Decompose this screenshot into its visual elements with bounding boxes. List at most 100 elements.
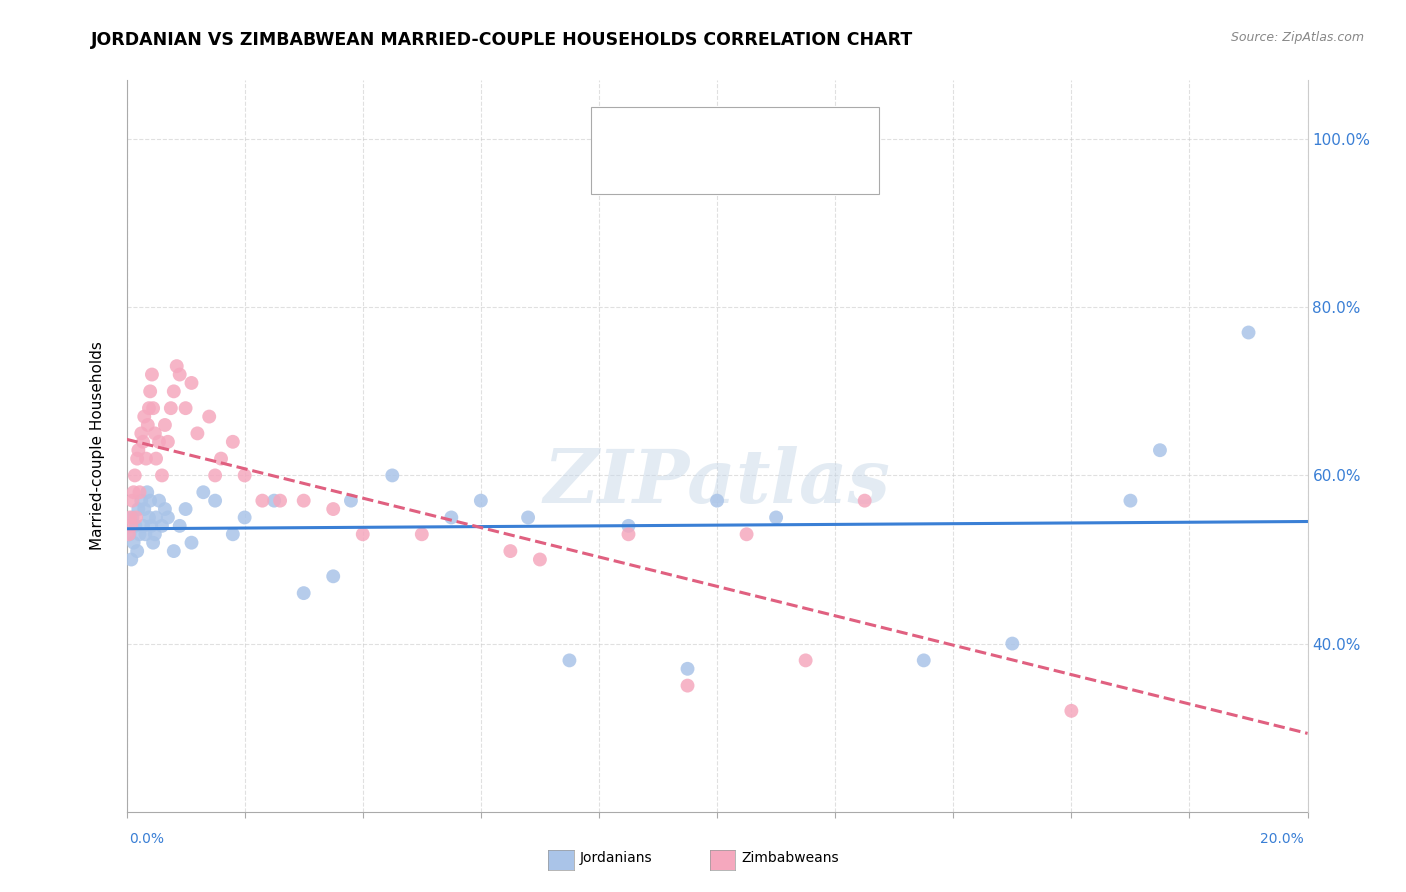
Point xyxy=(352,527,374,541)
Point xyxy=(128,485,150,500)
Point xyxy=(124,468,146,483)
Point xyxy=(135,451,157,466)
Text: 0.145: 0.145 xyxy=(675,120,718,135)
Point xyxy=(169,519,191,533)
Point xyxy=(148,493,170,508)
Point xyxy=(186,426,208,441)
Point xyxy=(209,451,232,466)
Point xyxy=(198,409,221,424)
Point xyxy=(1060,704,1083,718)
Point xyxy=(136,485,159,500)
Text: 0.0%: 0.0% xyxy=(129,832,165,846)
Text: N =: N = xyxy=(733,120,766,135)
Point xyxy=(128,527,150,541)
Point xyxy=(269,493,291,508)
Point xyxy=(411,527,433,541)
Point xyxy=(1237,326,1260,340)
Point xyxy=(139,493,162,508)
Text: JORDANIAN VS ZIMBABWEAN MARRIED-COUPLE HOUSEHOLDS CORRELATION CHART: JORDANIAN VS ZIMBABWEAN MARRIED-COUPLE H… xyxy=(91,31,914,49)
Point xyxy=(129,426,153,441)
Point xyxy=(263,493,285,508)
Point xyxy=(129,493,153,508)
Point xyxy=(174,502,197,516)
Text: N =: N = xyxy=(733,156,766,170)
Point xyxy=(252,493,274,508)
Point xyxy=(340,493,363,508)
Point xyxy=(174,401,197,416)
Point xyxy=(617,527,640,541)
Point xyxy=(912,653,935,667)
Point xyxy=(122,485,145,500)
Point xyxy=(499,544,522,558)
Point xyxy=(118,527,141,541)
Point xyxy=(141,368,163,382)
Text: 49: 49 xyxy=(763,119,787,136)
Point xyxy=(222,434,245,449)
Point xyxy=(139,384,162,399)
Point xyxy=(145,451,167,466)
Point xyxy=(440,510,463,524)
Point xyxy=(134,409,156,424)
Point xyxy=(160,401,183,416)
Point xyxy=(150,519,173,533)
Point xyxy=(1119,493,1142,508)
Point xyxy=(145,510,167,524)
Point xyxy=(204,468,226,483)
Text: 51: 51 xyxy=(763,154,786,172)
Point xyxy=(676,662,699,676)
Point xyxy=(127,544,149,558)
Text: Zimbabweans: Zimbabweans xyxy=(741,851,838,865)
Point xyxy=(180,535,202,549)
Point xyxy=(150,468,173,483)
Point xyxy=(1001,636,1024,650)
Point xyxy=(617,519,640,533)
Point xyxy=(180,376,202,390)
Point xyxy=(153,502,176,516)
Point xyxy=(381,468,404,483)
Point xyxy=(322,569,344,583)
Point xyxy=(148,434,170,449)
Point xyxy=(118,527,141,541)
Y-axis label: Married-couple Households: Married-couple Households xyxy=(90,342,105,550)
Point xyxy=(120,552,142,566)
Point xyxy=(122,535,145,549)
Point xyxy=(132,519,155,533)
Point xyxy=(143,426,166,441)
Point xyxy=(794,653,817,667)
Point xyxy=(163,544,186,558)
Text: 20.0%: 20.0% xyxy=(1260,832,1303,846)
Text: R =: R = xyxy=(644,120,678,135)
Point xyxy=(124,519,146,533)
Text: ZIPatlas: ZIPatlas xyxy=(544,446,890,519)
Point xyxy=(134,527,156,541)
Point xyxy=(156,510,179,524)
Point xyxy=(156,434,179,449)
Point xyxy=(1149,443,1171,458)
Text: 0.082: 0.082 xyxy=(675,156,718,170)
Point xyxy=(169,368,191,382)
Point xyxy=(292,586,315,600)
Point xyxy=(136,417,159,432)
Point xyxy=(292,493,315,508)
Point xyxy=(853,493,876,508)
Point xyxy=(233,468,256,483)
Point xyxy=(141,519,163,533)
Point xyxy=(233,510,256,524)
Point xyxy=(470,493,492,508)
Point xyxy=(558,653,581,667)
Point xyxy=(138,401,160,416)
Text: Source: ZipAtlas.com: Source: ZipAtlas.com xyxy=(1230,31,1364,45)
Point xyxy=(121,510,143,524)
Point xyxy=(120,519,142,533)
Point xyxy=(134,502,156,516)
Point xyxy=(127,443,149,458)
Point xyxy=(142,535,165,549)
Point xyxy=(204,493,226,508)
Point xyxy=(153,417,176,432)
Point xyxy=(163,384,186,399)
Point xyxy=(121,493,143,508)
Point xyxy=(517,510,540,524)
Point xyxy=(222,527,245,541)
Point xyxy=(127,502,149,516)
Text: R =: R = xyxy=(644,156,678,170)
